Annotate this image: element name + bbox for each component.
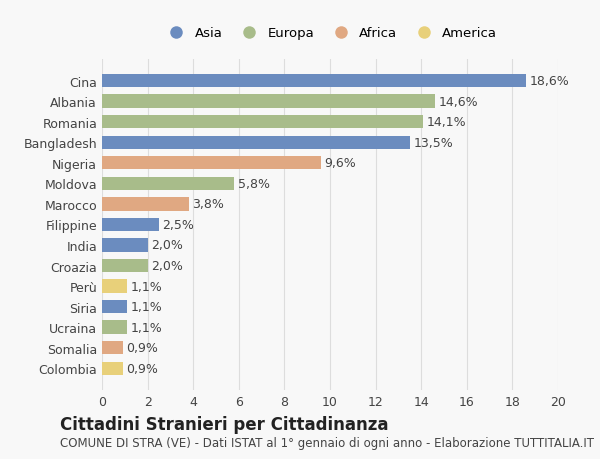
Text: 14,1%: 14,1%: [427, 116, 467, 129]
Text: 1,1%: 1,1%: [131, 321, 162, 334]
Bar: [102, 95, 435, 108]
Bar: [102, 75, 526, 88]
Bar: [102, 259, 148, 273]
Text: 3,8%: 3,8%: [192, 198, 224, 211]
Bar: [102, 218, 159, 232]
Bar: [102, 321, 127, 334]
Bar: [102, 239, 148, 252]
Bar: [102, 116, 424, 129]
Text: 0,9%: 0,9%: [126, 341, 158, 354]
Bar: [102, 198, 188, 211]
Bar: [102, 136, 410, 150]
Text: 13,5%: 13,5%: [413, 136, 453, 149]
Bar: [102, 300, 127, 313]
Bar: [102, 280, 127, 293]
Bar: [102, 177, 234, 190]
Text: 5,8%: 5,8%: [238, 178, 269, 190]
Text: 2,5%: 2,5%: [163, 218, 194, 231]
Legend: Asia, Europa, Africa, America: Asia, Europa, Africa, America: [159, 23, 501, 44]
Text: 14,6%: 14,6%: [438, 95, 478, 108]
Text: 1,1%: 1,1%: [131, 301, 162, 313]
Text: COMUNE DI STRA (VE) - Dati ISTAT al 1° gennaio di ogni anno - Elaborazione TUTTI: COMUNE DI STRA (VE) - Dati ISTAT al 1° g…: [60, 436, 594, 449]
Bar: [102, 341, 122, 355]
Text: 1,1%: 1,1%: [131, 280, 162, 293]
Text: 0,9%: 0,9%: [126, 362, 158, 375]
Bar: [102, 362, 122, 375]
Text: Cittadini Stranieri per Cittadinanza: Cittadini Stranieri per Cittadinanza: [60, 415, 389, 433]
Text: 2,0%: 2,0%: [151, 259, 183, 272]
Text: 18,6%: 18,6%: [530, 75, 569, 88]
Bar: [102, 157, 321, 170]
Text: 9,6%: 9,6%: [325, 157, 356, 170]
Text: 2,0%: 2,0%: [151, 239, 183, 252]
